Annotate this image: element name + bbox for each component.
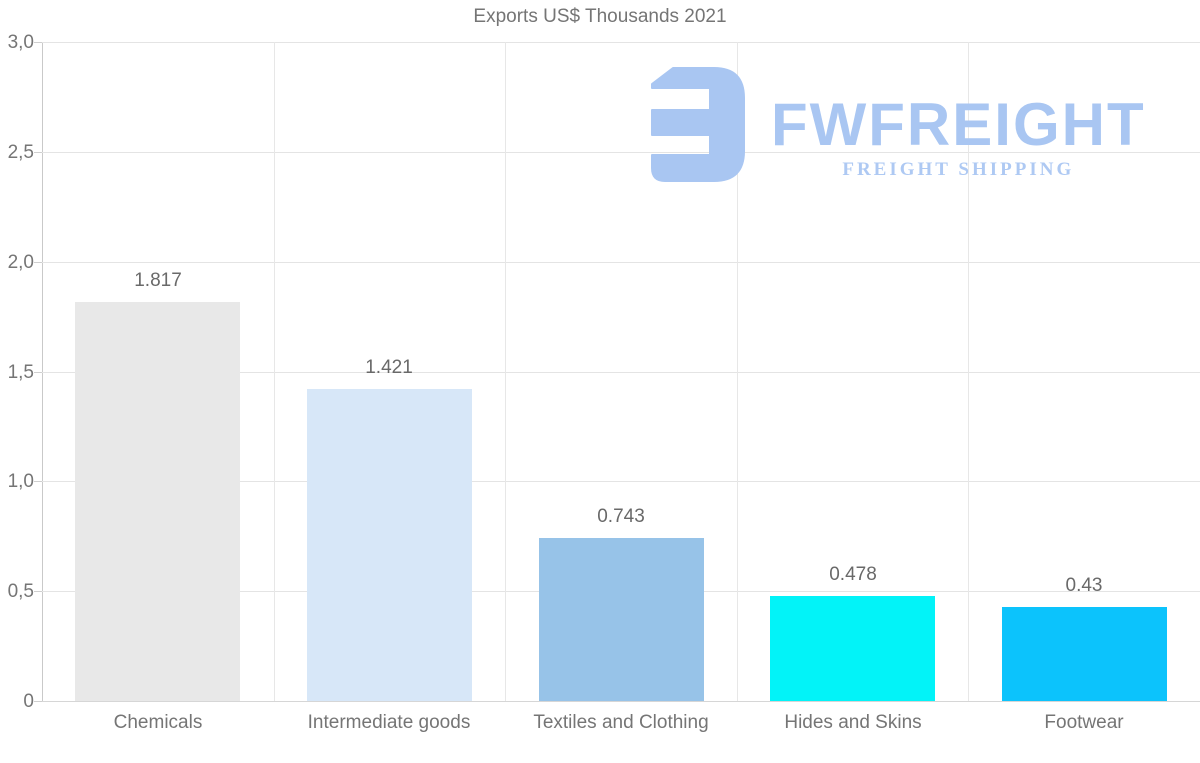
y-axis-tick-label: 2,0 (7, 252, 34, 273)
vertical-gridline (968, 42, 969, 701)
y-axis-tick (34, 481, 42, 482)
brand-name: FWFREIGHT (771, 91, 1146, 158)
x-axis-label: Textiles and Clothing (533, 712, 709, 733)
horizontal-gridline (42, 42, 1200, 43)
horizontal-gridline (42, 152, 1200, 153)
bar-hides-and-skins (770, 596, 935, 701)
x-axis-line (42, 701, 1200, 702)
y-axis-tick (34, 152, 42, 153)
y-axis-tick (34, 42, 42, 43)
y-axis-tick (34, 591, 42, 592)
bar-intermediate-goods (307, 389, 472, 701)
horizontal-gridline (42, 262, 1200, 263)
y-axis-tick (34, 372, 42, 373)
logo-text-block: FWFREIGHT FREIGHT SHIPPING (771, 91, 1146, 181)
y-axis-tick-label: 0 (23, 691, 34, 712)
y-axis-tick-label: 1,0 (7, 471, 34, 492)
bar-footwear (1002, 607, 1167, 701)
vertical-gridline (505, 42, 506, 701)
y-axis-tick (34, 262, 42, 263)
bar-value-label: 1.421 (365, 357, 413, 378)
chart-title: Exports US$ Thousands 2021 (473, 6, 727, 27)
y-axis-tick-label: 2,5 (7, 142, 34, 163)
bar-value-label: 1.817 (134, 270, 182, 291)
x-axis-label: Hides and Skins (784, 712, 922, 733)
y-axis-tick-label: 3,0 (7, 32, 34, 53)
y-axis-line (42, 42, 43, 701)
bar-chemicals (75, 302, 240, 701)
horizontal-gridline (42, 481, 1200, 482)
bar-value-label: 0.478 (829, 564, 877, 585)
x-axis-label: Intermediate goods (307, 712, 471, 733)
y-axis-tick-label: 1,5 (7, 362, 34, 383)
y-axis-tick-label: 0,5 (7, 581, 34, 602)
brand-logo: FWFREIGHT FREIGHT SHIPPING (648, 67, 1146, 182)
bar-value-label: 0.743 (597, 506, 645, 527)
vertical-gridline (737, 42, 738, 701)
y-axis-tick (34, 701, 42, 702)
logo-mark-icon (651, 67, 745, 182)
horizontal-gridline (42, 372, 1200, 373)
plot-area: 1.817 1.421 0.743 0.478 0.43 (42, 42, 1200, 701)
brand-tagline: FREIGHT SHIPPING (842, 159, 1075, 180)
bar-value-label: 0.43 (1065, 575, 1103, 596)
bar-textiles-and-clothing (539, 538, 704, 701)
vertical-gridline (274, 42, 275, 701)
x-axis-label: Chemicals (113, 712, 203, 733)
x-axis-label: Footwear (1044, 712, 1124, 733)
